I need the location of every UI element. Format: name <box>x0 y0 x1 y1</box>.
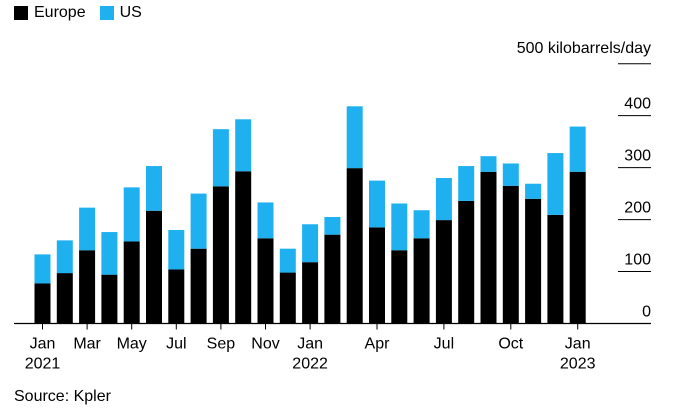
bar-us-7 <box>190 193 207 249</box>
bar-us-9 <box>235 119 252 172</box>
bar-us-15 <box>369 180 385 228</box>
legend-item-us: US <box>99 4 142 22</box>
bar-europe-15 <box>369 227 385 324</box>
legend-swatch-europe <box>14 6 28 20</box>
bar-europe-11 <box>279 272 296 324</box>
x-tick-label-21: Oct <box>498 336 523 353</box>
bar-europe-22 <box>525 198 542 324</box>
bar-europe-9 <box>235 171 252 324</box>
source-note: Source: Kpler <box>14 388 111 405</box>
x-tick-label-8: Sep <box>207 336 236 353</box>
bar-europe-12 <box>302 262 319 324</box>
x-tick-label-10: Nov <box>251 336 279 353</box>
legend-item-europe: Europe <box>14 4 86 22</box>
bar-us-23 <box>547 153 564 215</box>
bar-europe-10 <box>257 238 274 324</box>
x-tick-year-0: 2021 <box>25 356 61 373</box>
bar-europe-23 <box>547 214 564 324</box>
bar-us-22 <box>525 183 542 199</box>
legend-swatch-us <box>99 6 114 20</box>
bar-europe-4 <box>123 241 140 324</box>
bar-us-17 <box>413 210 430 239</box>
x-tick-label-6: Jul <box>166 336 186 353</box>
x-tick-label-4: May <box>117 336 147 353</box>
bar-europe-14 <box>346 168 363 324</box>
bar-europe-5 <box>146 210 162 324</box>
bar-us-24 <box>569 126 586 172</box>
bar-europe-8 <box>212 186 229 324</box>
x-tick-label-24: Jan <box>565 336 591 353</box>
bar-us-12 <box>302 224 319 263</box>
y-tick-label-100: 100 <box>624 252 651 269</box>
bar-europe-7 <box>190 248 207 324</box>
bar-us-5 <box>146 166 162 211</box>
y-tick-label-0: 0 <box>642 304 651 321</box>
bar-europe-13 <box>324 234 341 324</box>
x-tick-year-24: 2023 <box>560 356 596 373</box>
x-tick-label-18: Jul <box>434 336 454 353</box>
bar-us-16 <box>391 203 408 251</box>
bar-us-4 <box>123 187 140 242</box>
bar-europe-18 <box>435 220 452 324</box>
bar-us-20 <box>480 156 497 172</box>
bar-us-0 <box>34 254 51 284</box>
bar-europe-21 <box>502 185 519 324</box>
bar-us-13 <box>324 216 341 235</box>
bar-us-3 <box>101 232 118 275</box>
bar-us-11 <box>279 248 296 273</box>
x-tick-label-0: Jan <box>30 336 56 353</box>
bar-europe-17 <box>413 238 430 324</box>
bar-us-21 <box>502 163 519 186</box>
bar-europe-20 <box>480 171 497 324</box>
bar-us-14 <box>346 106 363 169</box>
bar-us-19 <box>458 166 475 201</box>
bar-europe-16 <box>391 250 408 324</box>
x-tick-label-15: Apr <box>365 336 391 353</box>
bar-europe-0 <box>34 283 51 324</box>
legend-label-us: US <box>119 4 142 21</box>
x-tick-year-12: 2022 <box>292 356 328 373</box>
bar-us-6 <box>168 229 185 270</box>
y-tick-label-200: 200 <box>624 200 651 217</box>
x-tick-label-2: Mar <box>73 336 101 353</box>
y-unit-label: 500 kilobarrels/day <box>517 40 651 57</box>
bar-europe-6 <box>168 269 185 324</box>
bar-us-2 <box>79 207 96 251</box>
x-tick-label-12: Jan <box>297 336 323 353</box>
bar-europe-2 <box>79 250 96 324</box>
bar-europe-3 <box>101 274 118 324</box>
bar-europe-1 <box>56 273 73 324</box>
bar-europe-19 <box>458 200 475 324</box>
legend: Europe US <box>14 4 156 22</box>
bar-us-1 <box>56 240 73 274</box>
legend-label-europe: Europe <box>34 4 86 21</box>
bar-us-8 <box>212 129 229 187</box>
bar-europe-24 <box>569 171 586 324</box>
bar-us-18 <box>435 178 452 221</box>
y-tick-label-400: 400 <box>624 96 651 113</box>
y-tick-label-300: 300 <box>624 148 651 165</box>
bar-us-10 <box>257 202 274 239</box>
